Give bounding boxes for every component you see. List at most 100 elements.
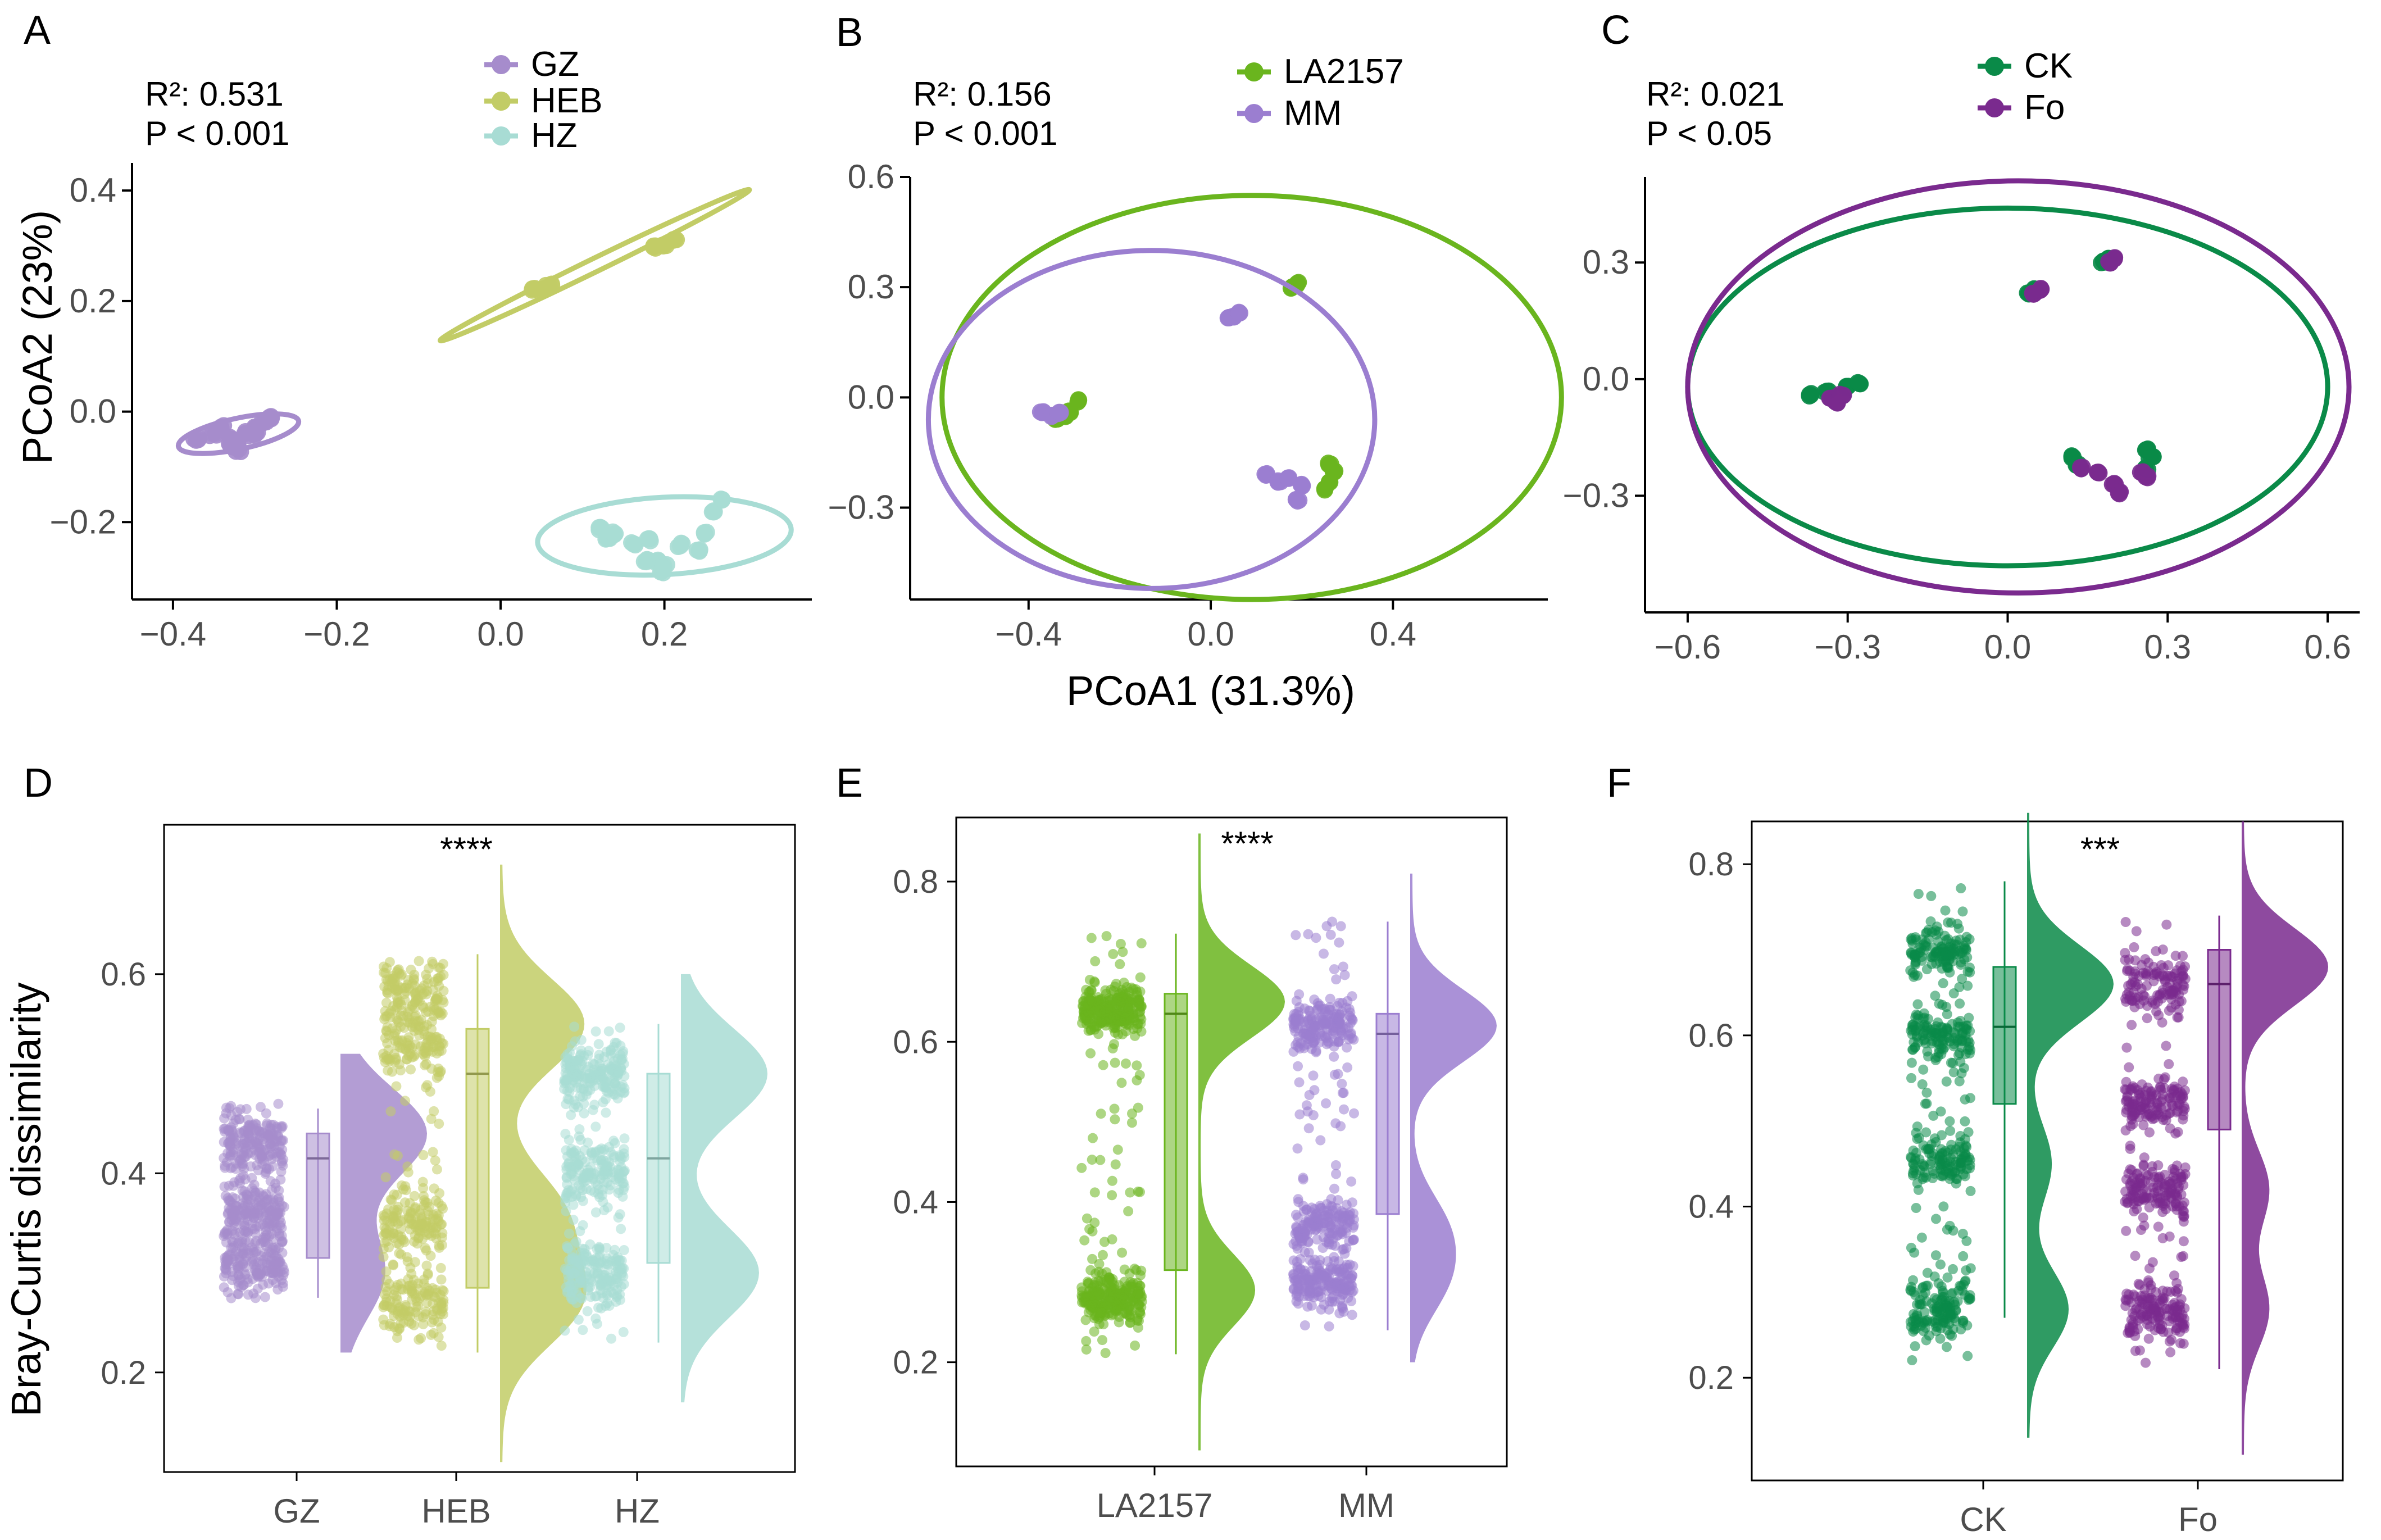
jitter-point [1124,1268,1135,1279]
jitter-point [1098,1060,1108,1070]
jitter-point [1944,1220,1955,1231]
jitter-point [1913,889,1924,900]
jitter-point [1309,994,1320,1005]
jitter-point [1957,974,1967,984]
jitter-point [381,1051,392,1061]
jitter-point [592,1167,602,1178]
jitter-point [243,1200,253,1210]
jitter-point [1955,948,1966,958]
jitter-point [1945,1310,1956,1320]
jitter-point [411,1302,421,1312]
jitter-point [431,1164,442,1175]
jitter-point [1134,994,1144,1005]
jitter-point [584,1069,595,1079]
jitter-point [1088,1133,1098,1143]
jitter-point [1331,974,1342,985]
jitter-point [2143,1300,2153,1310]
jitter-point [1935,1259,1946,1270]
jitter-point [1338,1088,1349,1098]
jitter-point [1330,1241,1341,1251]
y-tick-label: 0.8 [1688,846,1734,883]
jitter-point [561,1161,572,1172]
jitter-point [435,1219,446,1230]
point-mm [1280,470,1297,487]
jitter-point [1949,1297,1960,1307]
point-mm [1230,305,1248,322]
jitter-point [220,1259,231,1270]
jitter-point [1111,1306,1122,1316]
jitter-point [1097,1250,1108,1260]
jitter-point [1086,993,1097,1003]
jitter-point [2165,1107,2175,1118]
jitter-point [1933,1052,1943,1062]
jitter-point [1338,1264,1348,1274]
jitter-point [570,1071,581,1082]
jitter-point [2173,1284,2183,1294]
jitter-point [382,1022,393,1033]
group-ck [1905,812,2114,1438]
point-fo [2137,467,2155,485]
jitter-point [1329,1051,1339,1062]
jitter-point [570,1099,581,1110]
x-tick-label: LA2157 [1097,1487,1213,1524]
jitter-point [1109,1103,1120,1114]
jitter-point [1082,1213,1092,1224]
jitter-point [619,1263,629,1274]
jitter-point [2126,1165,2137,1175]
jitter-point [1921,1280,1932,1291]
jitter-point [1965,1155,1975,1165]
point-fo [2105,250,2123,267]
jitter-point [1922,1268,1933,1278]
jitter-point [220,1160,230,1171]
jitter-point [260,1230,270,1241]
jitter-point [1334,1035,1344,1046]
jitter-point [614,1066,624,1077]
jitter-point [2135,1102,2146,1112]
jitter-point [2121,1288,2132,1299]
jitter-point [1329,1252,1339,1262]
jitter-point [225,1141,235,1151]
jitter-point [1965,1163,1975,1174]
y-tick-label: 0.2 [101,1355,146,1391]
point-hz [640,530,658,547]
jitter-point [1338,1104,1349,1115]
jitter-point [1328,1009,1339,1020]
jitter-point [1110,1057,1120,1068]
jitter-point [1957,1036,1967,1047]
jitter-point [405,1198,415,1209]
jitter-point [617,1079,628,1090]
jitter-point [1939,1035,1950,1046]
jitter-point [235,1173,246,1184]
jitter-point [252,1283,263,1294]
x-tick-label: −0.4 [140,615,206,653]
x-tick-label: 0.6 [2304,628,2351,666]
jitter-point [1134,1001,1144,1012]
jitter-point [276,1156,287,1166]
point-heb [666,231,684,248]
jitter-point [382,985,393,996]
jitter-point [1299,1320,1310,1330]
y-tick-label: −0.3 [1563,476,1629,514]
jitter-point [568,1200,579,1210]
jitter-point [420,1243,430,1253]
jitter-point [1115,939,1126,950]
pcoa-x-axis-label: PCoA1 (31.3%) [1066,667,1355,714]
jitter-point [1908,1327,1919,1337]
jitter-point [2128,1119,2138,1129]
half-violin [2027,812,2114,1438]
jitter-point [1329,1069,1340,1080]
jitter-point [1930,1024,1941,1034]
jitter-point [266,1119,276,1130]
jitter-point [2164,989,2175,1000]
jitter-point [1117,947,1128,957]
y-tick-label: 0.6 [893,1024,938,1060]
jitter-point [601,1107,611,1118]
jitter-point [590,1026,601,1037]
jitter-point [1317,1243,1328,1253]
jitter-point [436,1322,447,1333]
jitter-point [421,1260,432,1271]
jitter-point [1959,1143,1969,1153]
jitter-point [437,1232,447,1243]
jitter-point [396,1278,406,1289]
